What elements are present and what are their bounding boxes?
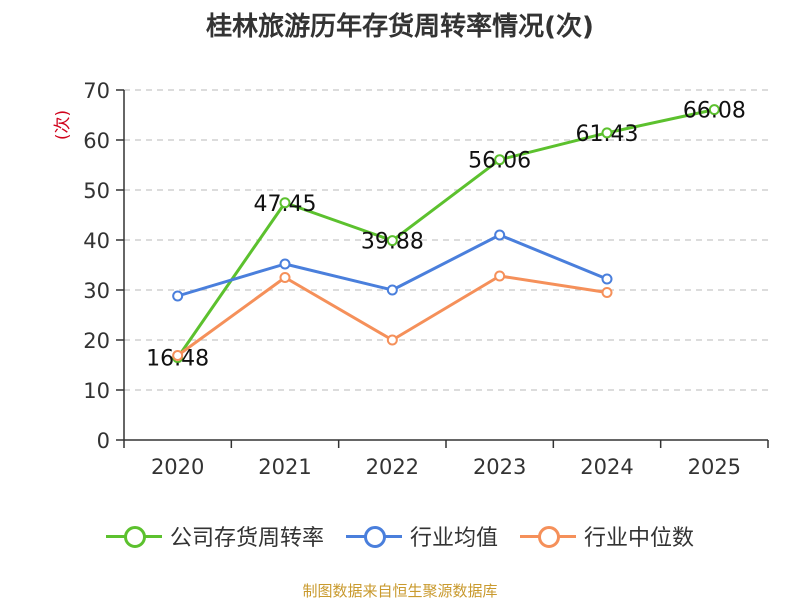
series-layer [172,104,720,364]
x-tick-label: 2021 [258,455,311,479]
data-point [279,272,291,283]
y-tick-label: 10 [83,379,110,403]
x-tick-label: 2025 [688,455,741,479]
data-label: 47.45 [254,192,317,217]
source-note: 制图数据来自恒生聚源数据库 [302,582,498,600]
data-label: 66.08 [683,99,746,124]
data-point [494,154,506,166]
axis-layer: 0 10 20 30 40 50 60 70 2020 2021 2022 2023 2024 2025 (… [53,79,769,479]
y-tick-label: 50 [83,179,110,203]
legend-marker-icon [345,521,402,551]
legend-label: 行业均值 [409,526,498,551]
data-point [386,334,398,346]
y-tick-label: 20 [83,329,110,353]
data-point [386,284,398,296]
data-label: 39.88 [361,230,424,255]
x-tick-label: 2024 [580,455,633,479]
grid-layer [124,89,768,391]
legend-item-company-turnover[interactable]: 公司存货周转率 [105,520,324,552]
data-point [172,290,184,302]
data-point [279,197,291,209]
data-point [386,235,398,247]
y-tick-label: 40 [83,229,110,253]
y-tick-label: 70 [83,79,110,103]
x-tick-label: 2022 [366,455,419,479]
legend-marker-icon [520,521,576,551]
legend: 公司存货周转率 行业均值 行业中位数 [0,520,800,552]
legend-label: 公司存货周转率 [169,526,324,551]
y-axis-label: (次) [53,110,73,140]
data-point [279,258,291,270]
data-point [601,287,613,298]
data-point [494,270,506,282]
legend-item-industry-mean[interactable]: 行业均值 [345,520,498,552]
y-tick-label: 30 [83,279,110,303]
legend-item-industry-median[interactable]: 行业中位数 [520,520,694,552]
data-point [172,350,184,361]
legend-marker-icon [105,521,162,551]
data-label: 56.06 [468,149,531,174]
legend-label: 行业中位数 [584,526,695,551]
data-point [601,273,613,285]
data-label: 61.43 [576,122,639,147]
x-tick-label: 2023 [473,455,526,479]
data-point [601,127,613,139]
y-tick-label: 60 [83,129,110,153]
data-point [494,229,506,241]
data-point [708,104,720,116]
label-layer: 16.48 47.45 39.88 56.06 61.43 66.08 [146,99,746,372]
y-tick-label: 0 [97,429,110,453]
chart-title: 桂林旅游历年存货周转率情况(次) [206,12,594,42]
series-line [176,108,715,359]
data-label: 16.48 [146,347,209,372]
x-tick-label: 2020 [151,455,204,479]
